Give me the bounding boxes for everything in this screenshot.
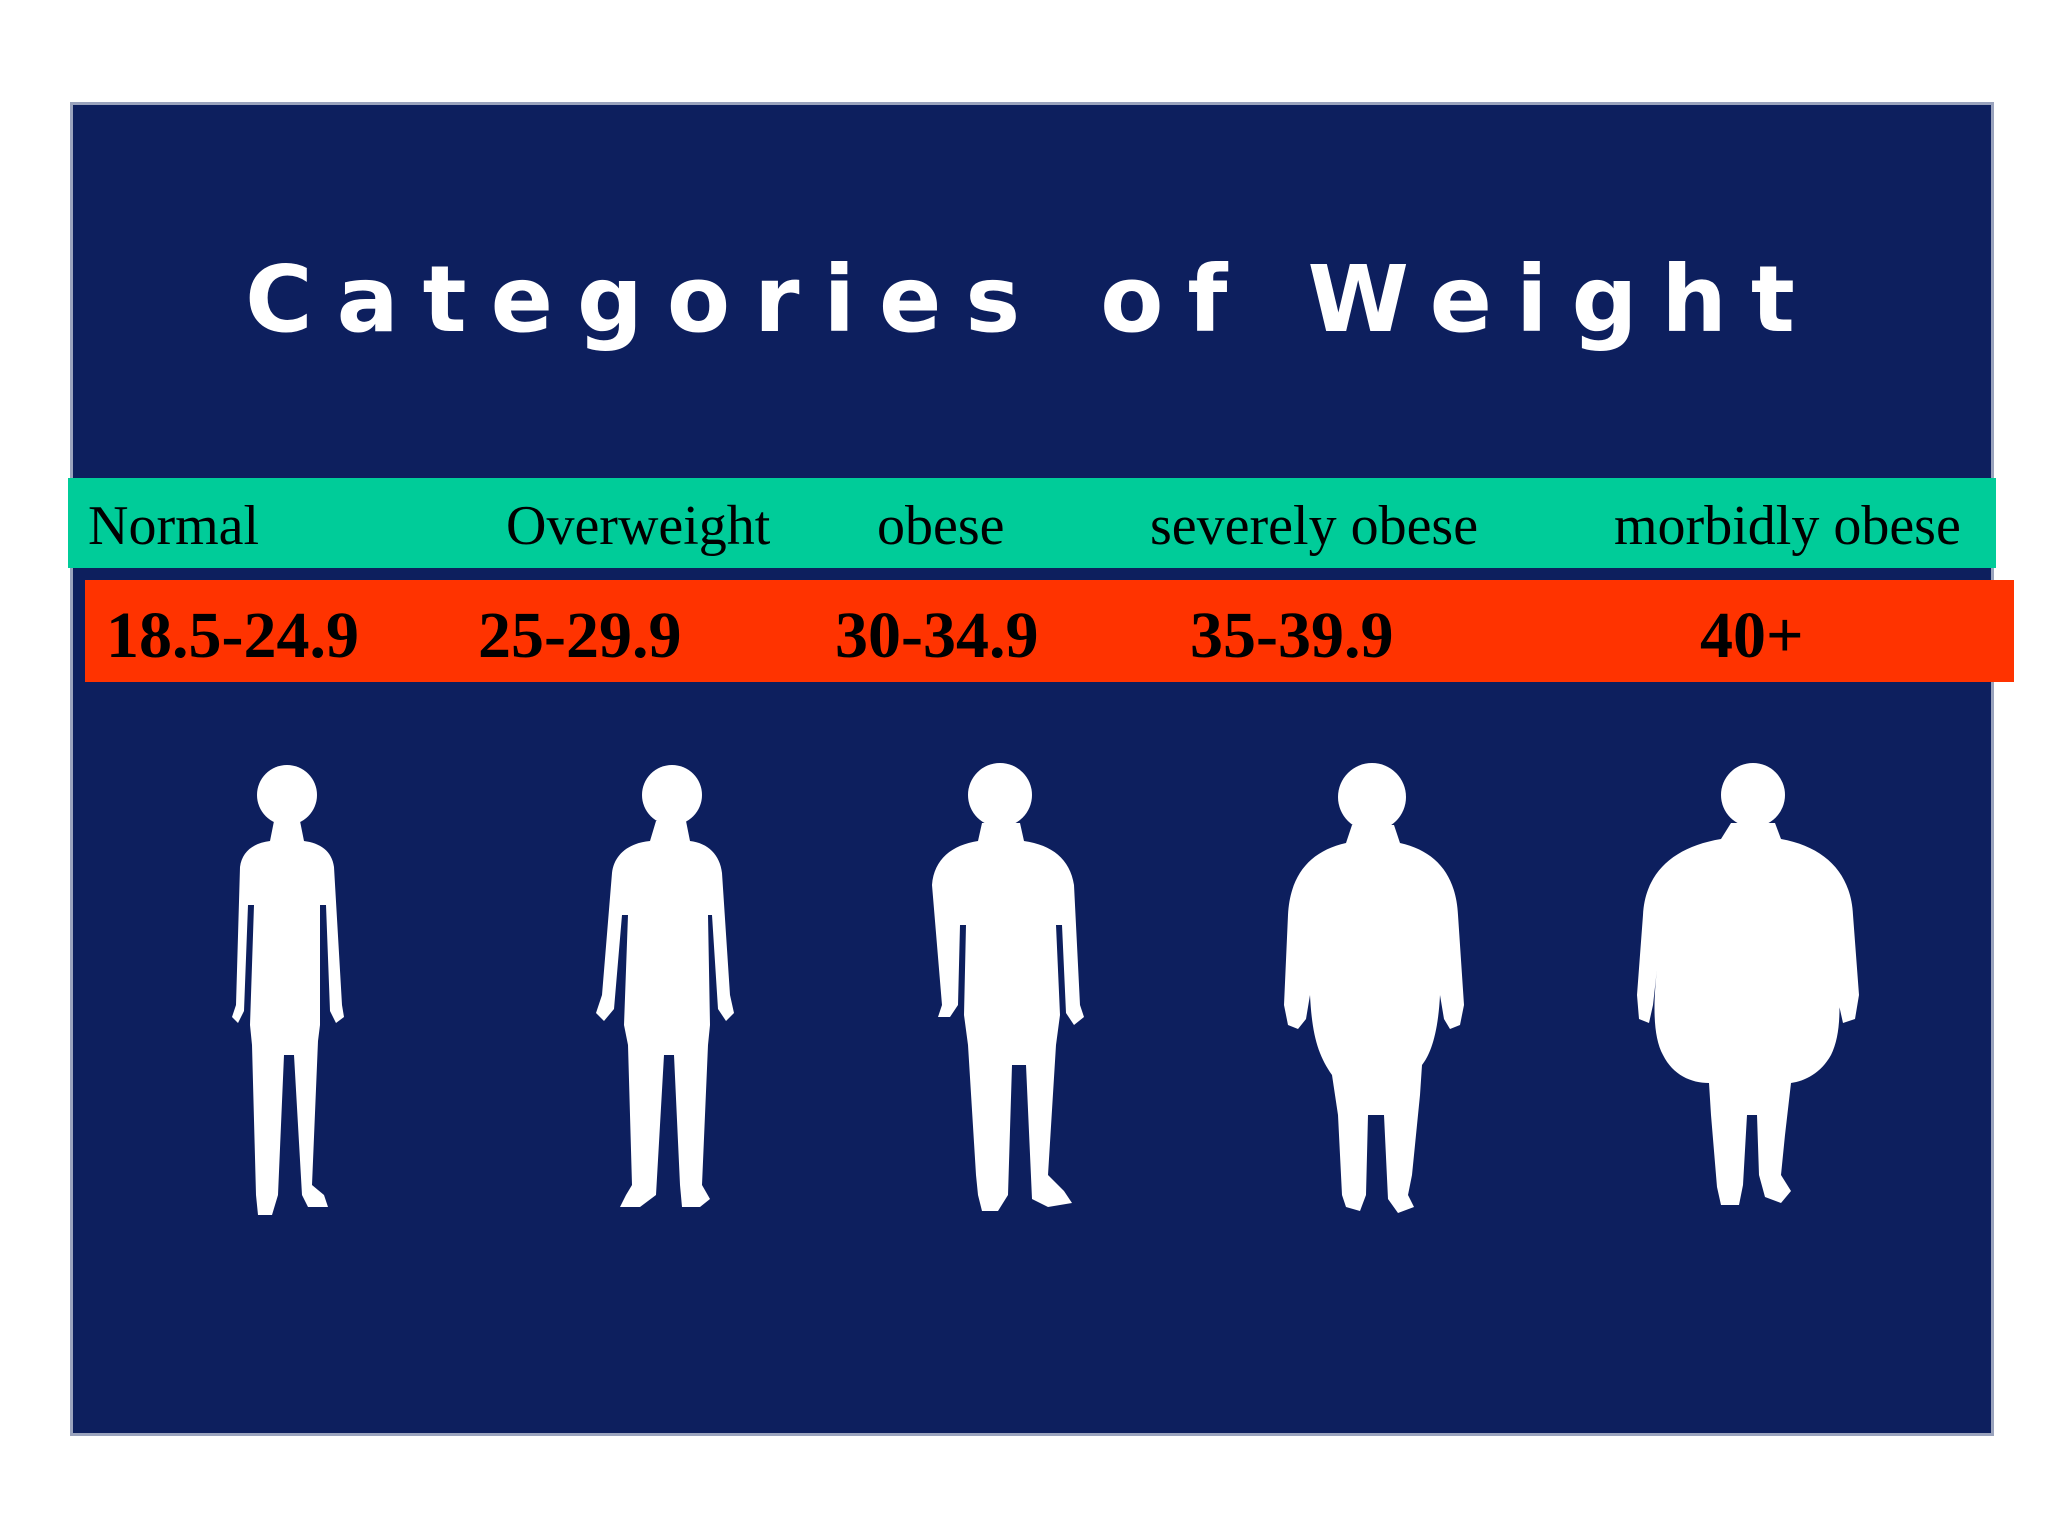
category-label-obese: obese bbox=[877, 495, 1005, 557]
range-label-morbidly-obese: 40+ bbox=[1700, 599, 1804, 672]
category-band bbox=[68, 478, 1996, 568]
range-label-overweight: 25-29.9 bbox=[478, 599, 682, 672]
category-label-normal: Normal bbox=[88, 495, 260, 557]
range-label-severely-obese: 35-39.9 bbox=[1190, 599, 1394, 672]
overweight-person-icon bbox=[590, 755, 740, 1215]
range-label-normal: 18.5-24.9 bbox=[106, 599, 359, 672]
normal-weight-person-icon bbox=[232, 755, 352, 1215]
category-label-morbidly-obese: morbidly obese bbox=[1614, 495, 1961, 557]
diagram-panel bbox=[70, 102, 1994, 1436]
range-label-obese: 30-34.9 bbox=[835, 599, 1039, 672]
category-label-severely-obese: severely obese bbox=[1150, 495, 1479, 557]
obese-person-icon bbox=[928, 755, 1098, 1215]
severely-obese-person-icon bbox=[1280, 755, 1470, 1215]
bmi-range-band bbox=[85, 580, 2014, 682]
category-label-overweight: Overweight bbox=[506, 495, 771, 557]
diagram-title: Categories of Weight bbox=[245, 246, 1819, 353]
morbidly-obese-person-icon bbox=[1635, 755, 1865, 1215]
